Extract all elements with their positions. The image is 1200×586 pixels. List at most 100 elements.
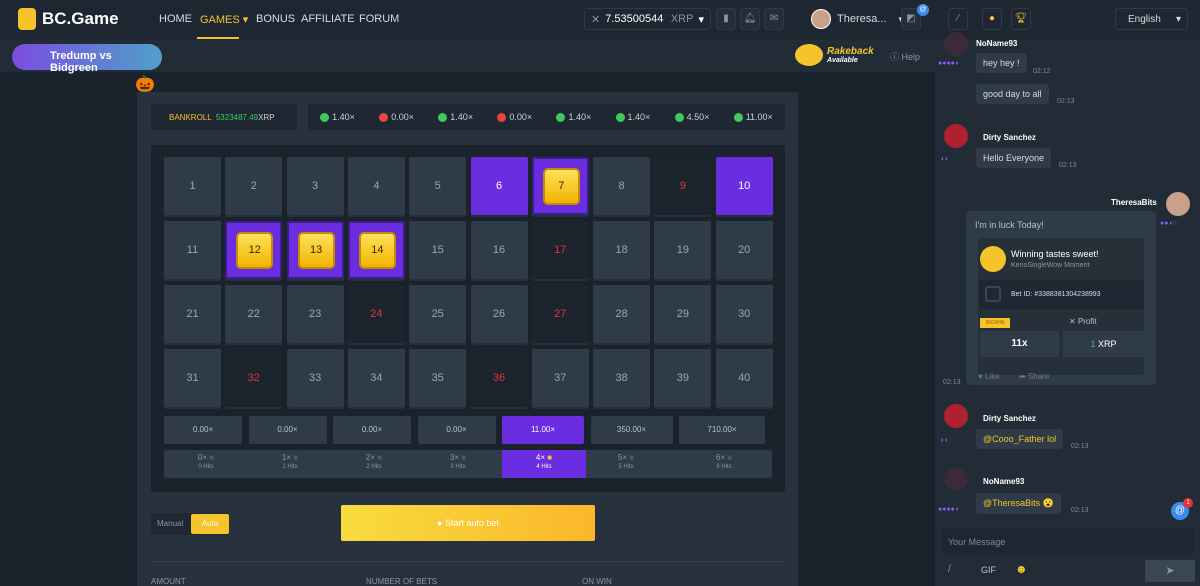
keno-cell-7[interactable]: 7 — [531, 157, 589, 215]
nav-forum[interactable]: FORUM — [359, 13, 400, 25]
chat-username[interactable]: NoName93 — [976, 39, 1018, 48]
hit-count-5: 5× ■ 5 Hits — [582, 450, 670, 478]
profit-currency: XRP — [1098, 339, 1117, 349]
keno-cell-20[interactable]: 20 — [715, 221, 773, 279]
rakeback-button[interactable]: Rakeback Available — [795, 44, 874, 66]
mail-icon[interactable]: ✉ — [764, 8, 784, 30]
keno-cell-37[interactable]: 37 — [531, 349, 589, 407]
emoji-icon[interactable]: ☻ — [1015, 562, 1028, 576]
keno-cell-24[interactable]: 24 — [347, 285, 405, 343]
keno-cell-35[interactable]: 35 — [409, 349, 467, 407]
chat-username[interactable]: Dirty Sanchez — [983, 133, 1036, 142]
keno-cell-5[interactable]: 5 — [409, 157, 467, 215]
language-select[interactable]: English ▾ — [1115, 8, 1188, 30]
trophy-icon[interactable]: 🏆︎ — [1011, 8, 1031, 30]
keno-cell-39[interactable]: 39 — [654, 349, 712, 407]
hit-multiplier: 2× — [365, 453, 376, 462]
bankroll-value: 5323487.49 — [215, 113, 259, 122]
hit-count-1: 1× ■ 1 Hits — [248, 450, 332, 478]
keno-cell-15[interactable]: 15 — [409, 221, 467, 279]
keno-cell-18[interactable]: 18 — [593, 221, 651, 279]
keno-cell-34[interactable]: 34 — [347, 349, 405, 407]
keno-cell-27[interactable]: 27 — [531, 285, 589, 343]
chat-time: 02:13 — [943, 379, 961, 386]
wallet-icon[interactable]: ▮ — [716, 8, 736, 30]
keno-cell-30[interactable]: 30 — [715, 285, 773, 343]
send-button[interactable]: ➤ — [1145, 560, 1195, 582]
keno-cell-9[interactable]: 9 — [654, 157, 712, 215]
nav-affiliate[interactable]: AFFILIATE — [301, 13, 355, 25]
keno-cell-28[interactable]: 28 — [593, 285, 651, 343]
keno-cell-13[interactable]: 13 — [286, 221, 344, 279]
chat-time: 02:13 — [1059, 162, 1077, 169]
keno-cell-4[interactable]: 4 — [347, 157, 405, 215]
keno-cell-29[interactable]: 29 — [654, 285, 712, 343]
keno-cell-26[interactable]: 26 — [470, 285, 528, 343]
chat-username[interactable]: NoName93 — [983, 477, 1025, 486]
keno-cell-19[interactable]: 19 — [654, 221, 712, 279]
bet-id-row[interactable] — [979, 280, 1144, 309]
amount-label: AMOUNT — [151, 577, 186, 586]
keno-cell-2[interactable]: 2 — [225, 157, 283, 215]
nav-games-label: GAMES — [200, 14, 240, 26]
keno-cell-10[interactable]: 10 — [715, 157, 773, 215]
help-button[interactable]: ⓘ Help — [890, 50, 920, 63]
keno-cell-22[interactable]: 22 — [225, 285, 283, 343]
payout-2: 0.00× — [333, 416, 411, 444]
keno-cell-12[interactable]: 12 — [225, 221, 283, 279]
gem-icon: 12 — [236, 232, 274, 269]
level-dots: ●●●●◖ — [938, 506, 960, 513]
nav-home[interactable]: HOME — [159, 13, 192, 25]
keno-cell-11[interactable]: 11 — [164, 221, 221, 279]
start-auto-bet-button[interactable]: ● Start auto bet — [341, 505, 595, 541]
like-button[interactable]: ♥ Like — [978, 372, 1000, 381]
level-dots: ●●◖○ — [1160, 220, 1177, 227]
keno-cell-33[interactable]: 33 — [286, 349, 344, 407]
keno-cell-36[interactable]: 36 — [470, 349, 528, 407]
auto-tab[interactable]: Auto — [191, 514, 229, 534]
chat-message: Hello Everyone — [976, 148, 1052, 168]
logo[interactable]: BC.Game — [18, 8, 119, 30]
share-button[interactable]: ➦ Share — [1019, 372, 1050, 381]
nav-bonus[interactable]: BONUS — [256, 13, 296, 25]
keno-cell-21[interactable]: 21 — [164, 285, 221, 343]
chat-time: 02:12 — [1033, 68, 1051, 75]
keno-cell-25[interactable]: 25 — [409, 285, 467, 343]
hit-label: 2 Hits — [366, 464, 382, 470]
promo-banner[interactable]: Tredump vs Bidgreen — [12, 44, 162, 74]
result-value: 4.50× — [686, 111, 710, 122]
command-icon[interactable]: / — [948, 564, 951, 575]
fire-coin-icon[interactable]: ● — [982, 8, 1002, 30]
mention-badge: 1 — [1183, 498, 1193, 508]
card-title: Winning tastes sweet! — [1011, 249, 1099, 259]
keno-cell-3[interactable]: 3 — [286, 157, 344, 215]
manual-tab[interactable]: Manual — [157, 519, 184, 528]
rain-icon[interactable]: ⁄ — [948, 8, 968, 30]
keno-cell-40[interactable]: 40 — [715, 349, 773, 407]
keno-cell-16[interactable]: 16 — [470, 221, 528, 279]
gif-button[interactable]: GIF — [981, 565, 996, 575]
keno-cell-6[interactable]: 6 — [470, 157, 528, 215]
keno-cell-31[interactable]: 31 — [164, 349, 221, 407]
chat-toggle-icon[interactable]: ◩ — [901, 8, 921, 30]
chat-message-input[interactable]: Your Message — [942, 529, 1194, 555]
user-menu[interactable]: Theresa...▾ — [811, 9, 904, 29]
keno-cell-17[interactable]: 17 — [531, 221, 589, 279]
keno-cell-1[interactable]: 1 — [164, 157, 221, 215]
keno-cell-8[interactable]: 8 — [593, 157, 651, 215]
bell-icon[interactable]: 🔔︎ — [740, 8, 760, 30]
balance-selector[interactable]: ✕ 7.53500544 XRP ▾ — [584, 8, 711, 30]
level-dots: ◖◗ — [940, 156, 949, 163]
hit-multiplier: 3× — [449, 453, 460, 462]
keno-cell-38[interactable]: 38 — [593, 349, 651, 407]
result-item: 1.40× — [556, 112, 591, 123]
result-dot — [438, 113, 448, 123]
chat-username[interactable]: TheresaBits — [1111, 198, 1157, 207]
recent-results: 1.40× 0.00× 1.40× 0.00× 1.40× 1.40× 4.50× 11.00… — [308, 104, 785, 130]
result-value: 1.40× — [627, 111, 651, 122]
keno-cell-23[interactable]: 23 — [286, 285, 344, 343]
keno-cell-14[interactable]: 14 — [347, 221, 405, 279]
chat-username[interactable]: Dirty Sanchez — [983, 414, 1036, 423]
nav-games[interactable]: GAMES ▾ — [200, 14, 249, 26]
keno-cell-32[interactable]: 32 — [225, 349, 283, 407]
